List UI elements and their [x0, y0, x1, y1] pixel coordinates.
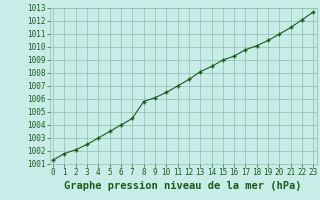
X-axis label: Graphe pression niveau de la mer (hPa): Graphe pression niveau de la mer (hPa): [64, 181, 302, 191]
